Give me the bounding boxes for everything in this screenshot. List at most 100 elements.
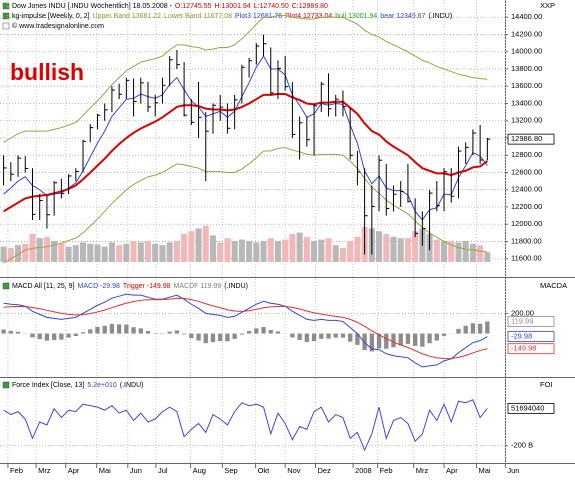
legend-entry: MACDF 119.99	[174, 283, 222, 290]
volume-bar	[390, 236, 397, 262]
histogram-bar	[412, 333, 418, 346]
axis-label: XXP	[540, 1, 555, 10]
y-tick-label: -200 B	[511, 441, 533, 450]
histogram-bar	[420, 333, 425, 347]
histogram-bar	[456, 328, 461, 334]
volume-bar	[188, 231, 195, 262]
legend-entry: bear 12349.67	[380, 13, 425, 20]
last-value-box	[507, 343, 555, 355]
indicator-line	[3, 93, 488, 213]
histogram-bar	[1, 329, 6, 334]
volume-bar	[130, 241, 137, 262]
histogram-bar	[261, 326, 266, 334]
x-tick-label: Mrz	[416, 466, 429, 475]
volume-bar	[202, 225, 209, 262]
axis-label: FOI	[540, 380, 553, 389]
volume-bar	[347, 241, 354, 262]
volume-bar	[217, 242, 224, 262]
y-tick-label: 12400.00	[511, 185, 542, 194]
volume-bar	[318, 239, 325, 262]
volume-bar	[440, 241, 448, 262]
y-tick-label: 13400.00	[511, 98, 542, 107]
last-value-label: 12986.80	[511, 134, 542, 143]
legend-entry: Trigger -149.98	[123, 283, 171, 290]
last-value-box	[507, 331, 555, 342]
histogram-bar	[319, 333, 324, 339]
histogram-bar	[73, 333, 78, 336]
histogram-bar	[290, 333, 295, 338]
histogram-bar	[66, 333, 71, 338]
legend-icon	[2, 12, 10, 20]
volume-bar	[51, 241, 58, 262]
indicator-line	[3, 146, 488, 264]
histogram-bar	[232, 333, 237, 339]
volume-bar	[455, 242, 462, 262]
x-tick-label: 2008	[355, 466, 372, 475]
last-value-box	[507, 316, 555, 327]
x-tick-label: Sep	[224, 466, 237, 475]
indicator-line	[3, 55, 488, 221]
histogram-bar	[30, 333, 35, 338]
legend-entry: Force Index [Close, 13]	[12, 382, 84, 389]
volume-bar	[267, 238, 274, 262]
y-tick-label: 11600.00	[511, 254, 542, 263]
histogram-bar	[109, 324, 115, 334]
volume-bar	[260, 241, 267, 262]
legend-entry: C:12986.80	[292, 3, 328, 10]
last-value-box	[507, 133, 555, 145]
histogram-bar	[102, 325, 107, 334]
volume-bar	[152, 243, 159, 262]
legend-entry: © www.tradesignalonline.com	[12, 22, 104, 30]
volume-bar	[224, 238, 231, 262]
volume-bar	[311, 241, 318, 262]
histogram-bar	[124, 324, 129, 334]
legend-line: kg-impulse [Weekly, 0, 2] Upper Band 1368…	[12, 13, 452, 20]
histogram-bar	[181, 333, 187, 335]
volume-bar	[123, 243, 130, 262]
x-tick-label: Apr	[68, 466, 80, 475]
histogram-bar	[95, 326, 100, 334]
histogram-bar	[427, 333, 432, 344]
x-tick-label: Jun	[130, 466, 142, 475]
histogram-bar	[398, 333, 403, 346]
histogram-bar	[167, 331, 172, 334]
histogram-bar	[355, 333, 360, 345]
x-tick-label: Mai	[479, 466, 491, 475]
volume-bar	[484, 252, 491, 262]
legend-line: © www.tradesignalonline.com	[12, 22, 104, 30]
histogram-bar	[369, 333, 374, 352]
legend-icon	[2, 2, 10, 10]
histogram-bar	[59, 333, 64, 340]
axis-label: MACDA	[540, 281, 567, 290]
legend-entry: (.INDU)	[120, 382, 144, 389]
histogram-bar	[348, 333, 353, 342]
legend-icon	[2, 381, 10, 389]
volume-bar	[173, 241, 180, 262]
volume-bar	[332, 245, 339, 262]
volume-bar	[101, 246, 108, 262]
volume-bar	[209, 235, 217, 262]
last-value-label: 51694040	[511, 403, 544, 412]
y-tick-label: 14000.00	[511, 47, 542, 56]
indicator-line	[3, 15, 488, 143]
histogram-bar	[463, 325, 468, 334]
last-value-label: -149.98	[511, 344, 536, 353]
histogram-bar	[15, 331, 21, 334]
histogram-bar	[8, 331, 13, 334]
histogram-bar	[304, 333, 310, 342]
volume-bar	[108, 242, 115, 262]
y-tick-label: 12600.00	[511, 167, 542, 176]
last-value-label: 119.99	[511, 316, 533, 325]
volume-bar	[144, 241, 152, 262]
volume-bar	[181, 234, 188, 262]
volume-bar	[469, 243, 476, 262]
volume-bar	[238, 239, 245, 262]
volume-bar	[58, 243, 65, 262]
volume-bar	[477, 245, 484, 262]
legend-entry: Plot3 12681.76	[235, 13, 282, 20]
histogram-bar	[131, 327, 136, 334]
y-tick-label: 12200.00	[511, 202, 542, 211]
volume-bar	[7, 248, 14, 262]
volume-bar	[325, 238, 332, 262]
legend-line: MACD All [11, 25, 9] MACD -29.98 Trigger -…	[12, 283, 248, 290]
